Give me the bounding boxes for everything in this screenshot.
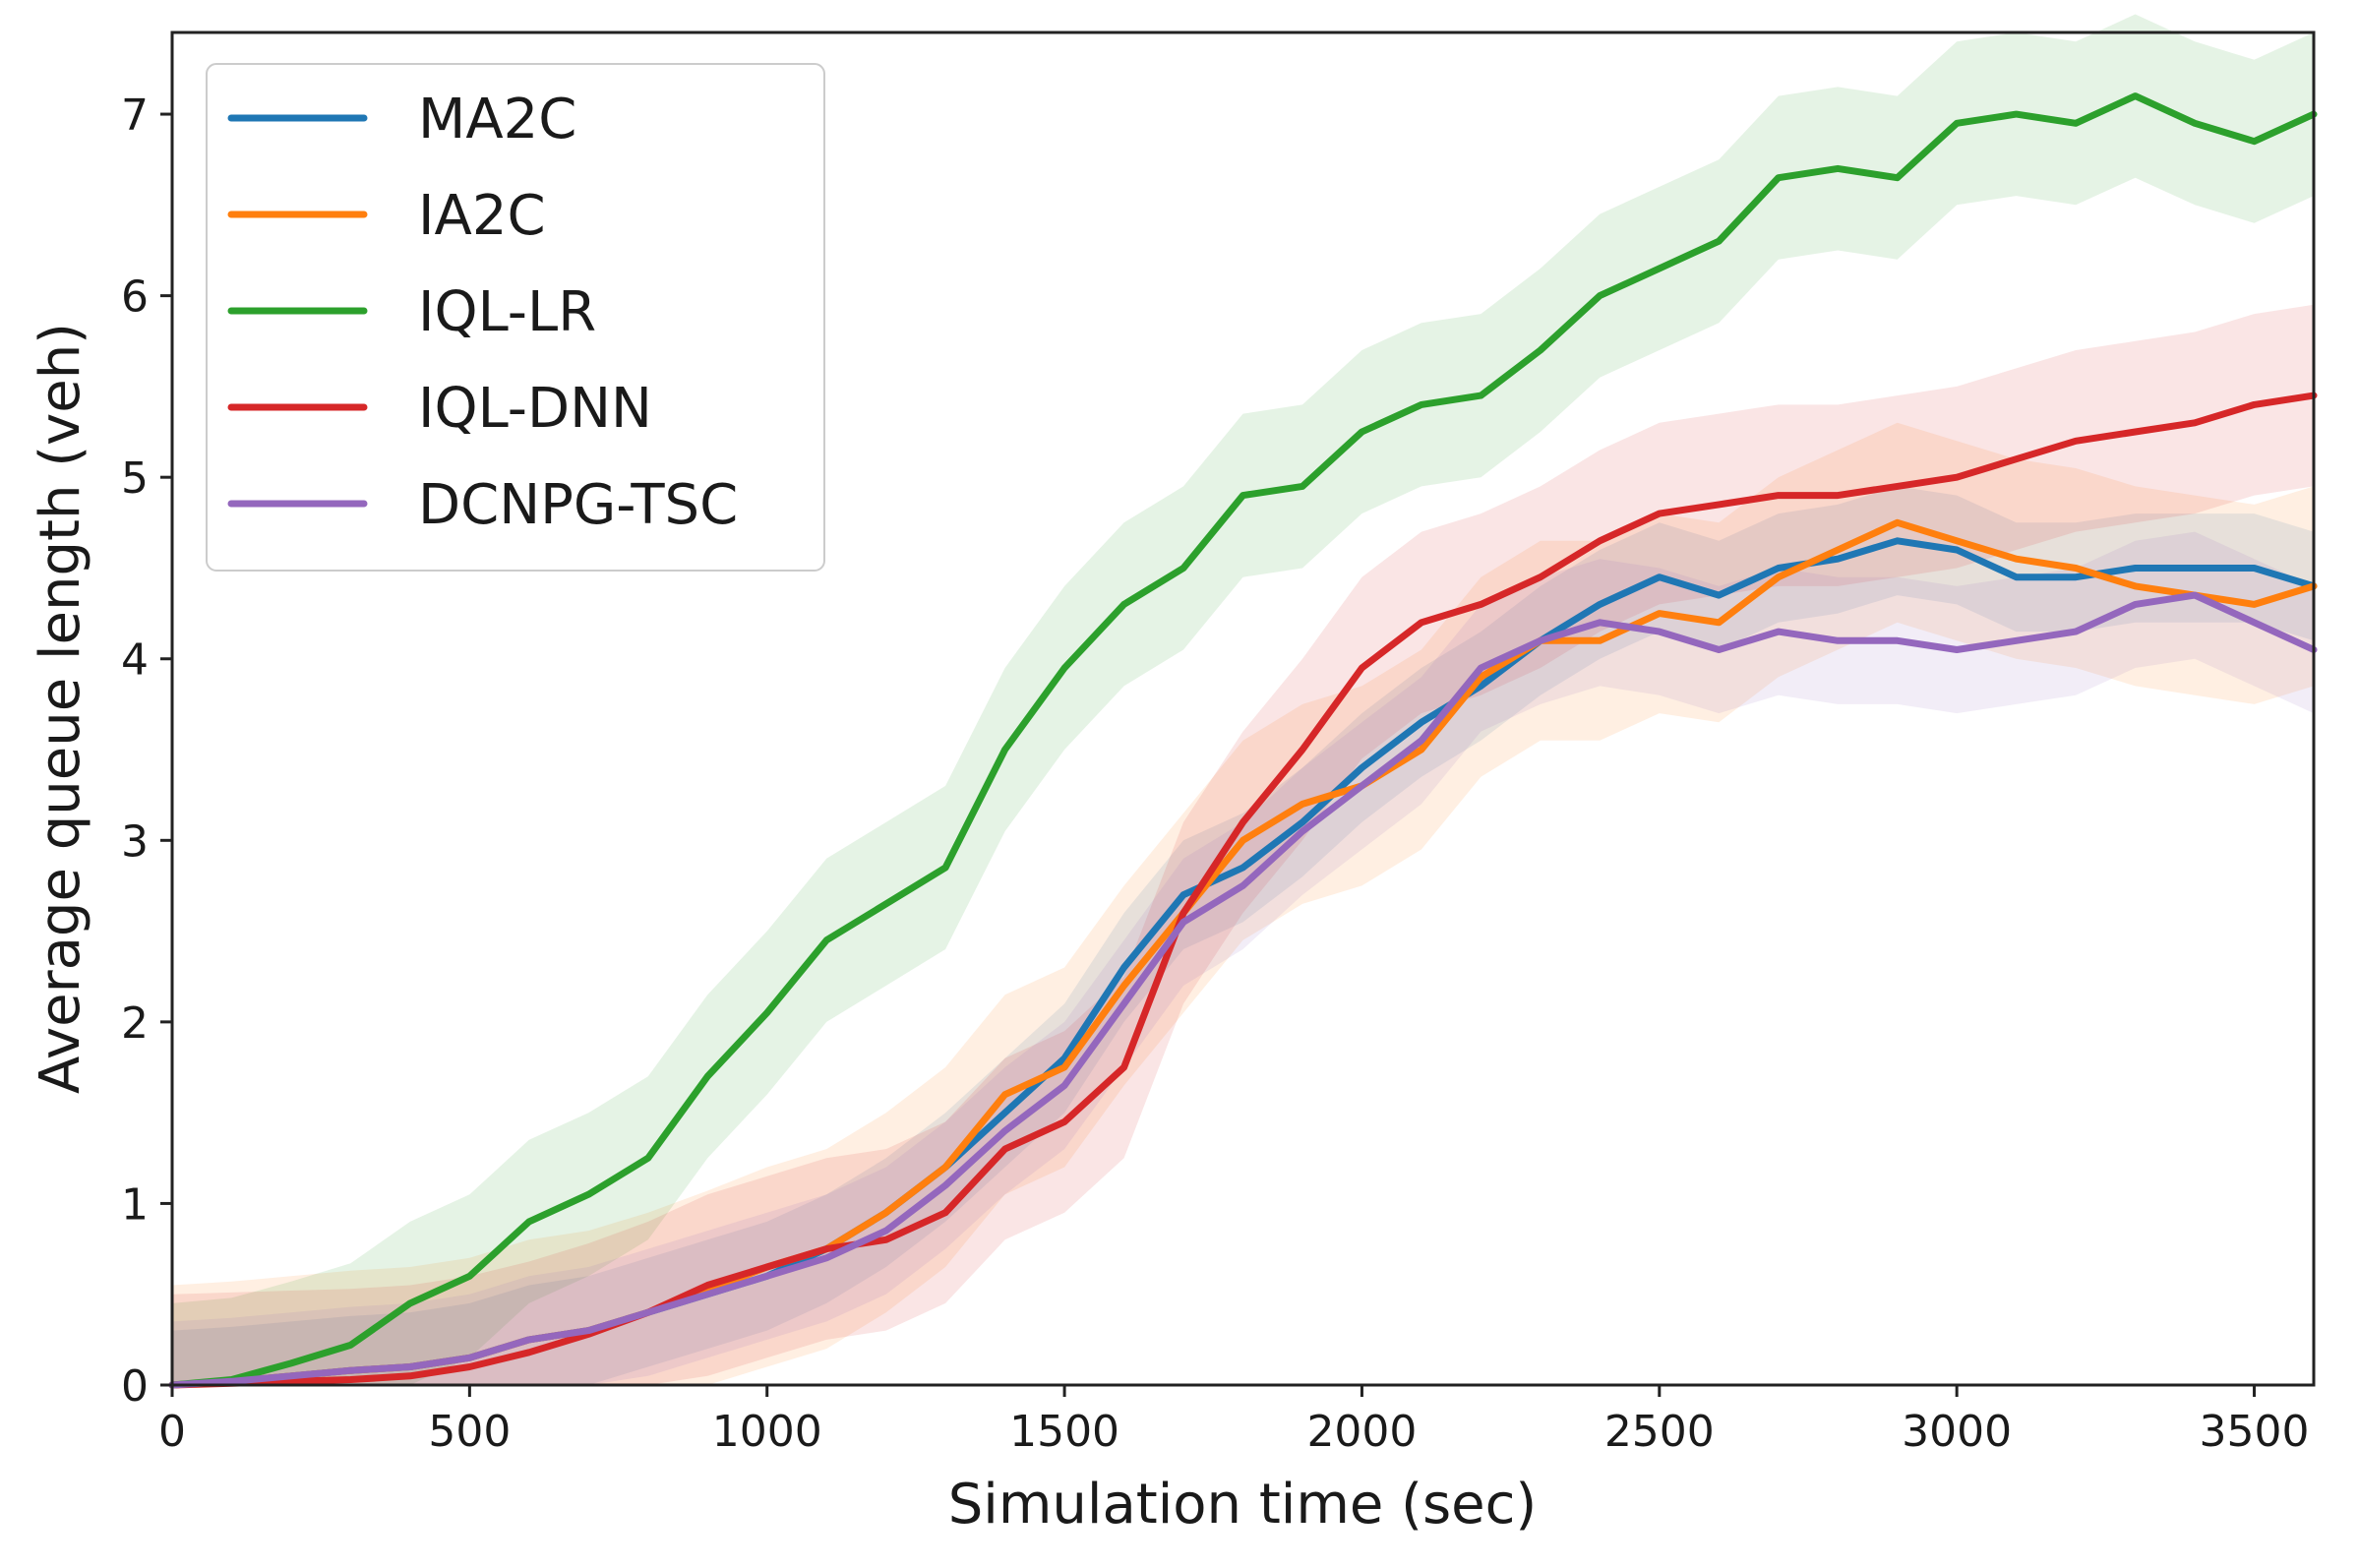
x-tick-label: 1000 <box>712 1407 822 1457</box>
y-tick-label: 4 <box>121 635 149 686</box>
legend-label-ia2c: IA2C <box>418 184 546 248</box>
x-tick-label: 0 <box>158 1407 186 1457</box>
plot-frame <box>170 30 2316 1387</box>
y-axis-ticks: 0 1 2 3 4 5 6 7 <box>121 90 172 1412</box>
legend-label-dcnpg-tsc: DCNPG-TSC <box>418 473 738 537</box>
x-tick-label: 3500 <box>2200 1407 2310 1457</box>
x-tick-label: 3000 <box>1902 1407 2012 1457</box>
y-tick-label: 3 <box>121 816 149 867</box>
band-ia2c <box>172 422 2314 1385</box>
y-tick-label: 0 <box>121 1361 149 1412</box>
y-tick-label: 5 <box>121 453 149 504</box>
legend: MA2C IA2C IQL-LR IQL-DNN DCNPG-TSC <box>206 63 825 572</box>
y-tick-label: 1 <box>121 1179 149 1230</box>
y-tick-label: 7 <box>121 90 149 141</box>
x-tick-label: 500 <box>428 1407 511 1457</box>
legend-label-iql-lr: IQL-LR <box>418 280 596 344</box>
series-line-iql-dnn <box>168 392 2318 1389</box>
band-iql-lr <box>172 14 2314 1385</box>
x-tick-label: 1500 <box>1009 1407 1119 1457</box>
y-tick-label: 2 <box>121 998 149 1049</box>
y-tick-label: 6 <box>121 272 149 323</box>
series-line-dcnpg-tsc <box>168 591 2318 1389</box>
legend-box <box>206 63 825 572</box>
x-tick-label: 2000 <box>1306 1407 1417 1457</box>
x-tick-label: 2500 <box>1604 1407 1715 1457</box>
x-axis-label: Simulation time (sec) <box>948 1473 1538 1537</box>
series-line-iql-lr <box>168 92 2318 1389</box>
y-axis-label: Average queue length (veh) <box>29 323 92 1094</box>
series-lines <box>168 92 2318 1389</box>
x-axis-ticks: 0 500 1000 1500 2000 2500 3000 3500 <box>158 1385 2310 1457</box>
legend-label-iql-dnn: IQL-DNN <box>418 377 652 441</box>
legend-label-ma2c: MA2C <box>418 88 576 151</box>
